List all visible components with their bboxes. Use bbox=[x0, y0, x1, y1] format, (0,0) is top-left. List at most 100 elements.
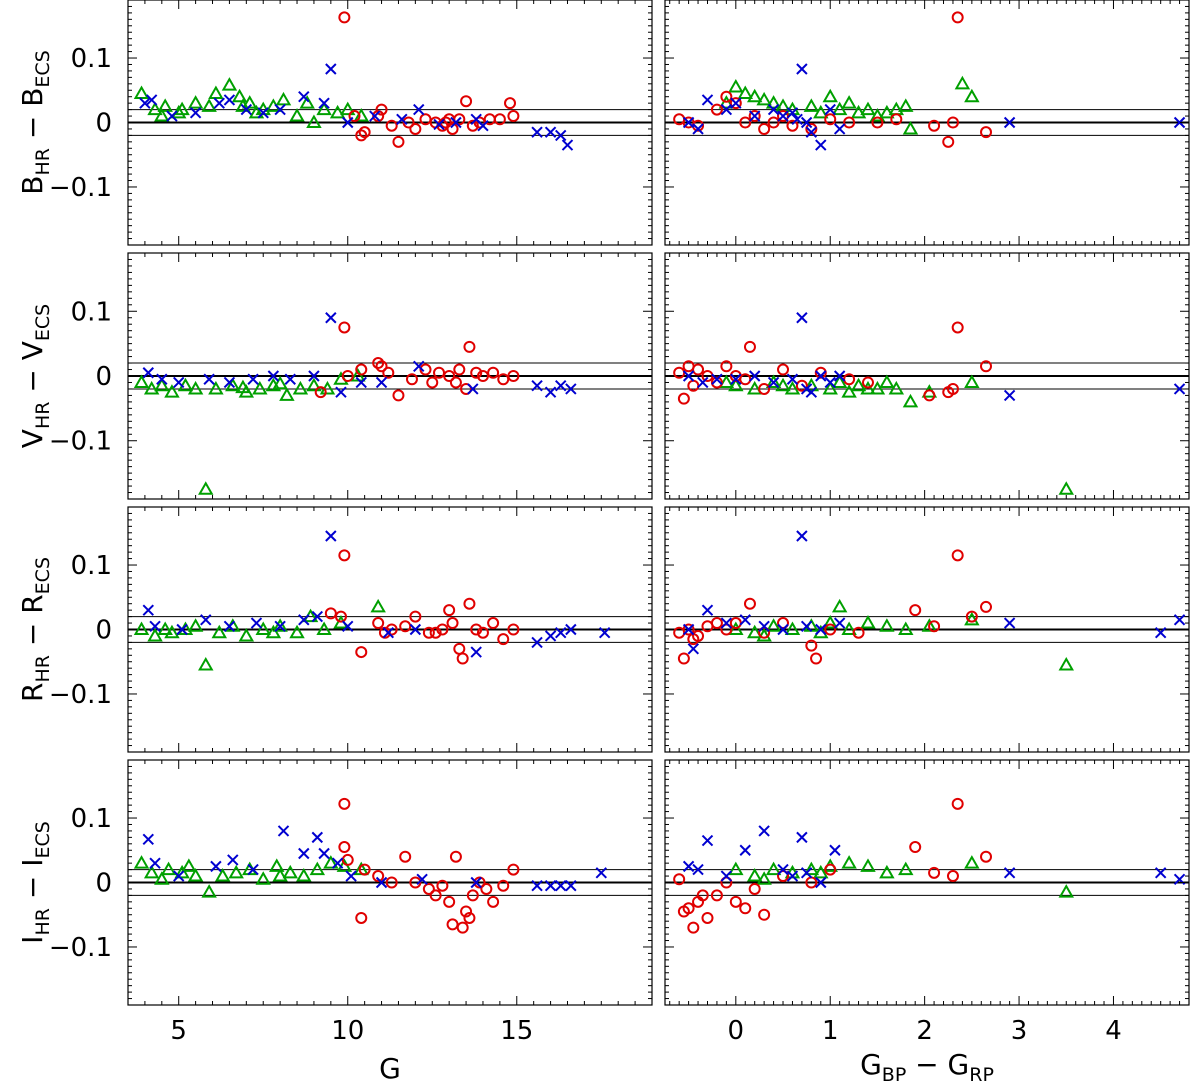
circle-marker bbox=[355, 646, 368, 659]
triangle-marker bbox=[231, 88, 248, 103]
triangle-marker bbox=[964, 374, 980, 388]
circle-marker bbox=[923, 389, 936, 402]
circle-marker bbox=[487, 895, 500, 908]
circle-marker bbox=[443, 895, 456, 908]
y-tick-label: 0 bbox=[95, 109, 112, 139]
cross-marker bbox=[555, 627, 567, 639]
circle-marker bbox=[453, 642, 466, 655]
panel-r0-c1 bbox=[664, 0, 1190, 246]
circle-marker bbox=[980, 126, 993, 139]
circle-marker bbox=[466, 889, 479, 902]
circle-marker bbox=[378, 626, 391, 639]
triangle-marker bbox=[201, 884, 217, 898]
y-tick-label: 0 bbox=[95, 869, 112, 899]
triangle-marker bbox=[181, 858, 197, 872]
cross-marker bbox=[833, 123, 846, 135]
triangle-marker bbox=[187, 95, 204, 109]
panel-r2-c0 bbox=[127, 506, 653, 753]
circle-marker bbox=[805, 122, 818, 135]
panel-r3-c0 bbox=[127, 759, 653, 1006]
cross-marker bbox=[274, 620, 286, 632]
cross-marker bbox=[142, 604, 154, 616]
circle-marker bbox=[392, 135, 405, 148]
points bbox=[133, 530, 611, 671]
circle-marker bbox=[677, 392, 690, 405]
cross-marker bbox=[1173, 383, 1186, 395]
circle-marker bbox=[443, 113, 456, 126]
triangle-marker bbox=[221, 77, 238, 91]
cross-marker bbox=[800, 116, 813, 129]
circle-marker bbox=[399, 620, 412, 633]
cross-marker bbox=[311, 610, 324, 623]
circle-marker bbox=[871, 116, 884, 129]
triangle-marker bbox=[309, 861, 326, 876]
circle-marker bbox=[946, 382, 959, 395]
triangle-marker bbox=[370, 598, 386, 613]
y-tick-label: 0.1 bbox=[71, 551, 112, 581]
circle-marker bbox=[446, 617, 459, 630]
points bbox=[133, 312, 577, 495]
triangle-marker bbox=[248, 104, 265, 119]
circle-marker bbox=[456, 921, 469, 934]
triangle-marker bbox=[225, 377, 241, 392]
points bbox=[673, 530, 1186, 671]
circle-marker bbox=[338, 549, 351, 562]
cross-marker bbox=[1003, 116, 1016, 129]
cross-marker bbox=[598, 627, 611, 639]
circle-marker bbox=[453, 363, 466, 376]
cross-marker bbox=[531, 880, 543, 892]
circle-marker bbox=[980, 600, 993, 613]
cross-marker bbox=[223, 94, 236, 106]
y-tick-label: 0.1 bbox=[71, 804, 112, 834]
cross-marker bbox=[682, 116, 695, 129]
triangle-marker bbox=[329, 104, 346, 119]
cross-marker bbox=[375, 876, 388, 889]
circle-marker bbox=[758, 122, 771, 135]
triangle-marker bbox=[154, 871, 170, 885]
triangle-marker bbox=[255, 871, 271, 885]
cross-marker bbox=[274, 103, 286, 116]
y-tick-label: −0.1 bbox=[49, 933, 112, 963]
triangle-marker bbox=[198, 656, 214, 671]
circle-marker bbox=[748, 110, 761, 123]
circle-marker bbox=[372, 357, 385, 370]
y-tick-label: 0 bbox=[95, 616, 112, 646]
triangle-marker bbox=[869, 380, 886, 395]
circle-marker bbox=[392, 389, 405, 402]
triangle-marker bbox=[765, 95, 782, 109]
cross-marker bbox=[1173, 116, 1186, 129]
circle-marker bbox=[338, 797, 351, 810]
triangle-marker bbox=[841, 621, 857, 635]
triangle-marker bbox=[164, 384, 180, 398]
triangle-marker bbox=[133, 621, 150, 635]
cross-marker bbox=[413, 360, 425, 372]
circle-marker bbox=[341, 853, 354, 866]
triangle-marker bbox=[841, 95, 857, 109]
cross-marker bbox=[805, 386, 818, 398]
x-tick-label: 4 bbox=[1105, 1016, 1122, 1046]
points bbox=[673, 797, 1186, 934]
cross-marker bbox=[227, 854, 239, 866]
circle-marker bbox=[497, 879, 510, 892]
circle-marker bbox=[890, 113, 903, 126]
cross-marker bbox=[203, 373, 215, 385]
triangle-marker bbox=[154, 108, 170, 122]
circle-marker bbox=[314, 386, 327, 399]
triangle-marker bbox=[813, 104, 829, 119]
cross-marker bbox=[142, 833, 154, 846]
triangle-marker bbox=[902, 120, 919, 135]
circle-marker bbox=[473, 876, 486, 889]
triangle-marker bbox=[282, 864, 298, 879]
triangle-marker bbox=[765, 861, 782, 876]
circle-marker bbox=[470, 366, 483, 379]
triangle-marker bbox=[1058, 884, 1074, 898]
points bbox=[133, 11, 574, 151]
cross-marker bbox=[149, 857, 161, 869]
circle-marker bbox=[810, 652, 823, 665]
points bbox=[133, 797, 607, 934]
cross-marker bbox=[1003, 867, 1016, 879]
circle-marker bbox=[824, 623, 837, 636]
cross-marker bbox=[173, 376, 185, 389]
y-axis-label: VHR − VECS bbox=[16, 304, 54, 448]
triangle-marker bbox=[784, 380, 801, 395]
